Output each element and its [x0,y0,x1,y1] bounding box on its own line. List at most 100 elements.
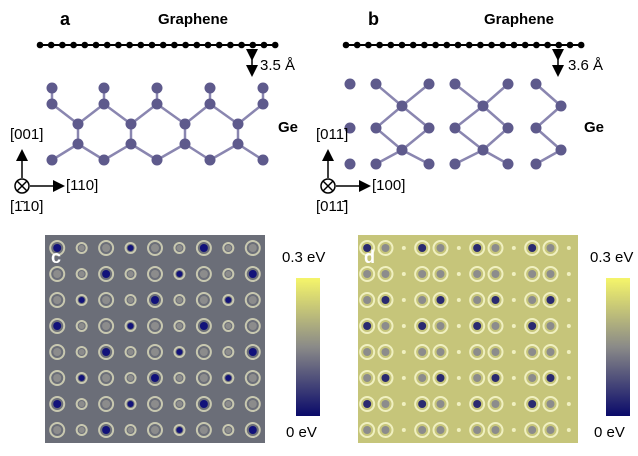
map-spot [418,322,426,330]
carbon-atom [477,42,484,49]
map-spot [102,244,110,252]
ge-atom [450,79,461,90]
map-spot [363,348,371,356]
map-spot [473,244,481,252]
map-spot [473,426,481,434]
ge-atom [556,101,567,112]
axis-out [323,181,333,191]
axis-label: [1̄10] [10,198,43,215]
map-spot [79,375,85,381]
map-spot [79,349,85,355]
carbon-atom [556,42,563,49]
map-spot [102,348,110,356]
map-spot [363,270,371,278]
map-spot [567,376,571,380]
colorbar-label: 0 eV [286,424,317,441]
ge-atom [503,79,514,90]
map-spot [363,322,371,330]
carbon-atom [354,42,361,49]
map-spot [492,296,500,304]
map-spot [567,246,571,250]
map-spot [151,426,159,434]
map-spot [418,348,426,356]
map-spot [53,322,61,330]
ge-atom [152,155,163,166]
map-spot [176,401,182,407]
map-spot [200,322,208,330]
map-spot [437,348,445,356]
map-spot [176,297,182,303]
map-spot [547,244,555,252]
map-spot [437,426,445,434]
map-spot [512,324,516,328]
carbon-atom [37,42,44,49]
ge-atom [478,101,489,112]
carbon-atom [250,42,257,49]
map-spot [528,322,536,330]
carbon-atom [216,42,223,49]
map-spot [363,426,371,434]
carbon-atom [365,42,372,49]
substrate-label: Ge [278,119,298,136]
map-spot [457,428,461,432]
ge-atom [450,123,461,134]
carbon-atom [93,42,100,49]
map-spot [249,374,257,382]
map-spot [176,427,182,433]
map-spot [363,374,371,382]
map-spot [567,272,571,276]
map-spot [512,246,516,250]
ge-atom [126,139,137,150]
map-spot [382,270,390,278]
carbon-atom [171,42,178,49]
carbon-atom [227,42,234,49]
map-spot [382,244,390,252]
map-spot [457,350,461,354]
carbon-atom [104,42,111,49]
map-spot [437,322,445,330]
map-spot [249,296,257,304]
map-spot [473,322,481,330]
panel-label: a [60,9,71,29]
map-spot [437,400,445,408]
map-spot [102,296,110,304]
map-spot [225,245,231,251]
map-spot [512,376,516,380]
map-spot [547,348,555,356]
map-spot [128,271,134,277]
map-spot [418,426,426,434]
colorbar-label: 0.3 eV [590,249,633,266]
map-spot [492,244,500,252]
map-spot [225,349,231,355]
map-spot [151,322,159,330]
axis-label: [100] [372,177,405,194]
atomic-structures [15,42,585,193]
map-spot [437,374,445,382]
carbon-atom [238,42,245,49]
map-spot [457,272,461,276]
map-spot [225,323,231,329]
map-spot [547,374,555,382]
carbon-atom [410,42,417,49]
ge-atom [258,99,269,110]
map-spot [176,245,182,251]
map-spot [176,349,182,355]
map-spot [547,296,555,304]
ge-atom [205,83,216,94]
map-spot [528,374,536,382]
ge-atom [371,159,382,170]
map-spot [128,375,134,381]
map-spot [492,426,500,434]
map-spot [457,324,461,328]
map-spot [382,348,390,356]
map-spot [457,246,461,250]
map-spot [512,402,516,406]
map-spot [418,296,426,304]
axis-label: [011̄] [316,198,348,215]
map-spot [249,322,257,330]
map-spot [225,271,231,277]
carbon-atom [182,42,189,49]
ge-atom [397,101,408,112]
map-spot [528,400,536,408]
map-spot [102,400,110,408]
